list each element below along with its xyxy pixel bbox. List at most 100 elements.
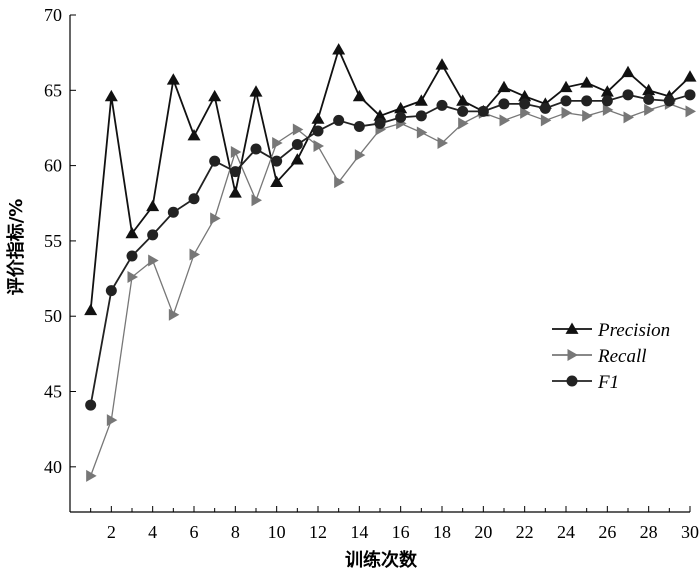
- recall-point: [106, 414, 118, 427]
- x-tick-label: 24: [557, 522, 575, 542]
- f1-point: [622, 89, 634, 101]
- f1-point: [229, 166, 241, 178]
- series-precision: [84, 43, 697, 316]
- recall-point: [292, 123, 304, 136]
- precision-point: [104, 89, 118, 102]
- x-axis-title: 训练次数: [345, 549, 418, 571]
- precision-point: [84, 303, 98, 316]
- f1-point: [539, 102, 551, 114]
- recall-point: [540, 114, 552, 127]
- recall-point: [416, 126, 428, 139]
- series-recall: [86, 97, 696, 482]
- x-tick-label: 16: [392, 522, 410, 542]
- precision-line: [89, 47, 691, 311]
- x-tick-label: 20: [474, 522, 492, 542]
- legend-item-precision: Precision: [552, 320, 670, 341]
- recall-point: [272, 137, 283, 150]
- x-tick-label: 18: [433, 522, 451, 542]
- x-tick-label: 28: [640, 522, 658, 542]
- f1-point: [126, 250, 138, 262]
- legend-label: Recall: [597, 346, 647, 367]
- f1-point: [498, 98, 510, 110]
- recall-point: [168, 308, 180, 321]
- series-f1: [85, 89, 696, 411]
- precision-point: [435, 58, 449, 70]
- y-tick-label: 70: [44, 5, 62, 25]
- recall-point: [210, 212, 221, 225]
- x-tick-label: 12: [309, 522, 327, 542]
- precision-point: [497, 80, 511, 93]
- recall-point: [561, 106, 572, 119]
- precision-point: [394, 101, 408, 114]
- f1-point: [291, 139, 303, 151]
- recall-point: [127, 271, 138, 284]
- precision-point: [228, 186, 242, 198]
- precision-point: [580, 76, 594, 88]
- legend-label: F1: [597, 372, 619, 393]
- f1-point: [581, 95, 593, 107]
- precision-point: [146, 199, 160, 212]
- precision-point: [642, 83, 656, 96]
- precision-point: [290, 153, 304, 165]
- precision-point: [208, 89, 222, 102]
- precision-point: [352, 89, 366, 102]
- y-tick-label: 65: [44, 80, 62, 100]
- y-axis-title: 评价指标/%: [5, 199, 27, 296]
- legend-marker: [567, 349, 578, 361]
- x-tick-label: 10: [268, 522, 286, 542]
- precision-point: [559, 80, 573, 93]
- legend: Precision Recall F1: [552, 320, 670, 393]
- precision-point: [600, 85, 614, 97]
- x-tick-label: 4: [148, 522, 157, 542]
- legend-label: Precision: [597, 320, 670, 341]
- f1-point: [684, 89, 696, 101]
- f1-point: [457, 105, 469, 117]
- x-tick-label: 26: [598, 522, 616, 542]
- x-tick-label: 2: [107, 522, 116, 542]
- f1-point: [395, 111, 407, 123]
- precision-point: [125, 226, 139, 239]
- x-tick-label: 8: [231, 522, 240, 542]
- precision-point: [270, 175, 284, 188]
- f1-point: [643, 93, 655, 105]
- f1-point: [209, 155, 221, 167]
- recall-point: [313, 140, 324, 153]
- precision-point: [456, 94, 470, 106]
- f1-point: [147, 229, 159, 241]
- f1-point: [250, 143, 262, 155]
- legend-marker: [565, 322, 579, 334]
- recall-line: [90, 103, 691, 477]
- f1-point: [601, 95, 613, 107]
- legend-item-recall: Recall: [552, 346, 647, 367]
- y-tick-label: 40: [44, 457, 62, 477]
- recall-point: [230, 146, 242, 159]
- x-tick-label: 6: [190, 522, 199, 542]
- precision-point: [187, 128, 201, 141]
- recall-point: [623, 111, 634, 124]
- y-tick-label: 60: [44, 156, 62, 176]
- f1-point: [167, 206, 179, 218]
- precision-point: [621, 65, 635, 78]
- y-tick-label: 45: [44, 382, 62, 402]
- recall-point: [685, 105, 696, 118]
- f1-point: [312, 125, 324, 137]
- recall-point: [582, 109, 593, 122]
- f1-point: [560, 95, 572, 107]
- recall-point: [437, 137, 448, 150]
- y-tick-label: 50: [44, 306, 62, 326]
- f1-point: [271, 155, 283, 167]
- precision-point: [373, 109, 387, 121]
- recall-point: [644, 103, 655, 116]
- recall-point: [189, 248, 200, 261]
- f1-point: [333, 114, 345, 126]
- f1-point: [663, 95, 675, 107]
- recall-point: [458, 117, 469, 130]
- recall-point: [148, 254, 159, 267]
- precision-point: [518, 89, 532, 102]
- x-tick-label: 22: [516, 522, 534, 542]
- recall-point: [499, 114, 510, 127]
- precision-point: [683, 70, 697, 82]
